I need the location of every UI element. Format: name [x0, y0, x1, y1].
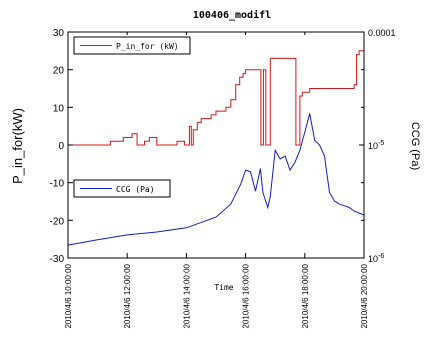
chart-title: 100406_modifl: [193, 9, 271, 21]
y-left-tick-label: -20: [50, 216, 65, 227]
y-right-tick-label: 0.0001: [368, 28, 396, 38]
y-left-tick-label: 20: [53, 66, 65, 77]
legend-p-in-for: P_in_for (kW): [73, 36, 191, 55]
legend-ccg: CCG (Pa): [73, 179, 171, 198]
series-ccg-line: [67, 113, 365, 246]
y-right-tick-label: 10-5: [368, 140, 384, 151]
axes: -30 -20 -10 0 10 20 30 10-6 10-5 0.0001 2010/4/6 1…: [50, 28, 396, 329]
legend-p-in-for-label: P_in_for (kW): [116, 42, 179, 51]
series-p-in-for-line: [68, 50, 364, 146]
series-layer: [67, 50, 365, 246]
x-tick-label: 2010/4/6 16:00:00: [242, 263, 251, 328]
x-tick-label: 2010/4/6 14:00:00: [182, 263, 191, 328]
y-left-tick-label: 10: [53, 103, 65, 114]
y-left-tick-label: 0: [58, 141, 64, 152]
legend-ccg-box: [73, 179, 171, 198]
x-tick-label: 2010/4/6 20:00:00: [360, 263, 369, 328]
y-left-tick-label: -10: [50, 179, 65, 190]
y-left-tick-label: -30: [50, 254, 65, 265]
y-axis-left-label: P_in_for(kW): [10, 108, 25, 184]
x-tick-label: 2010/4/6 10:00:00: [64, 263, 73, 328]
legend-p-in-for-box: [73, 36, 191, 55]
plot-frame: [67, 31, 365, 259]
x-tick-label: 2010/4/6 18:00:00: [301, 263, 310, 328]
y-axis-right-label: CCG (Pa): [409, 122, 421, 170]
x-tick-label: 2010/4/6 12:00:00: [123, 263, 132, 328]
y-left-tick-label: 30: [53, 28, 65, 39]
y-right-tick-label: 10-6: [368, 253, 384, 264]
x-axis-label: Time: [214, 283, 233, 292]
legend-ccg-label: CCG (Pa): [116, 185, 155, 194]
